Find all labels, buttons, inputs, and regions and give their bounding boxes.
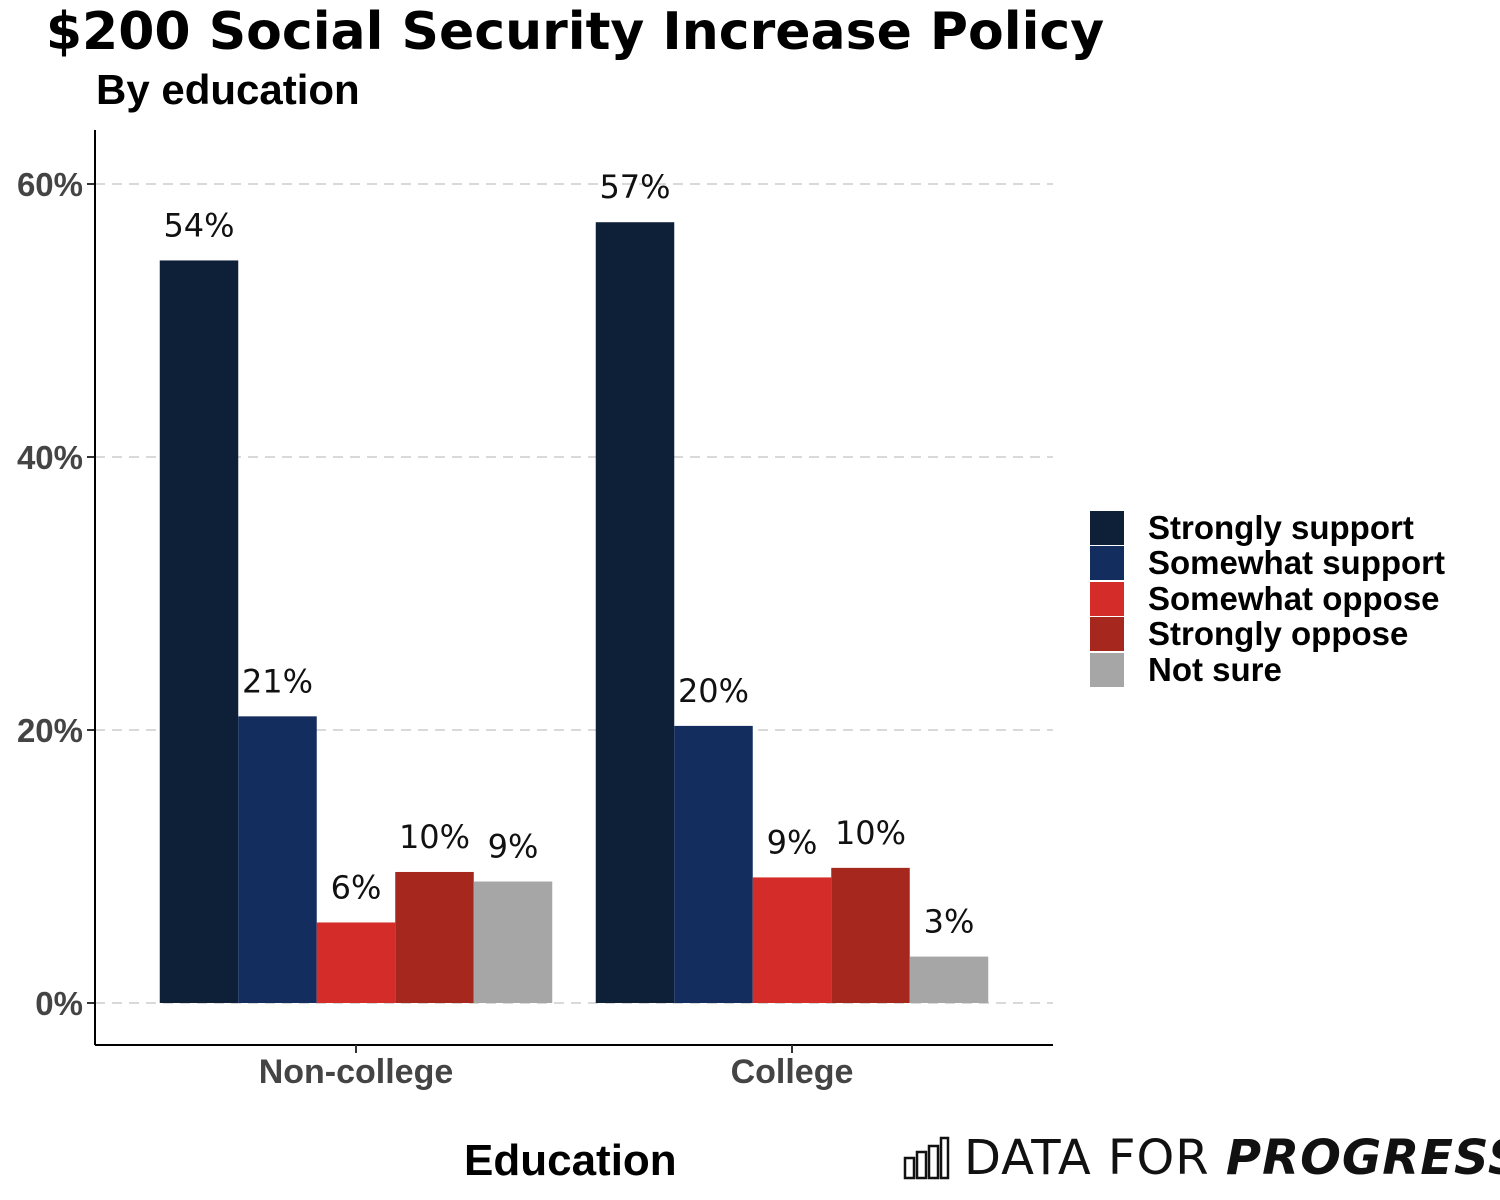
legend-swatch bbox=[1090, 652, 1124, 687]
data-for-progress-logo: DATA FOR PROGRESS bbox=[902, 1130, 1500, 1186]
legend-item: Strongly oppose bbox=[1090, 615, 1445, 653]
bar bbox=[831, 867, 910, 1003]
legend-item: Somewhat support bbox=[1090, 544, 1446, 582]
bar bbox=[909, 956, 989, 1003]
legend-item: Somewhat oppose bbox=[1090, 579, 1445, 617]
data-label: 57% bbox=[599, 168, 670, 206]
data-label: 9% bbox=[488, 828, 539, 866]
legend-swatch bbox=[1090, 546, 1124, 581]
legend-swatch bbox=[1090, 510, 1124, 545]
y-tick-label: 0% bbox=[35, 985, 83, 1022]
bar bbox=[395, 871, 474, 1003]
x-tick-label: Non-college bbox=[259, 1053, 454, 1091]
bar bbox=[238, 716, 317, 1003]
y-tick-label: 60% bbox=[17, 166, 83, 203]
legend-item: Strongly support bbox=[1090, 508, 1445, 546]
data-label: 21% bbox=[242, 662, 313, 700]
logo-text-bold: PROGRESS bbox=[1225, 1130, 1500, 1186]
data-label: 10% bbox=[835, 814, 906, 852]
legend-item: Not sure bbox=[1090, 650, 1445, 688]
legend-label: Somewhat oppose bbox=[1148, 579, 1440, 617]
legend-label: Strongly support bbox=[1148, 508, 1414, 546]
data-label: 54% bbox=[163, 206, 234, 244]
y-tick-label: 40% bbox=[17, 439, 83, 476]
y-tick-label: 20% bbox=[17, 712, 83, 749]
bar bbox=[159, 260, 239, 1003]
bar bbox=[473, 881, 553, 1003]
legend-swatch bbox=[1090, 581, 1124, 616]
legend-swatch bbox=[1090, 617, 1124, 652]
bar bbox=[316, 922, 396, 1003]
legend-label: Strongly oppose bbox=[1148, 615, 1409, 653]
bar bbox=[595, 222, 675, 1004]
bar bbox=[752, 877, 832, 1003]
x-tick-label: College bbox=[731, 1053, 854, 1091]
legend-label: Not sure bbox=[1148, 650, 1282, 688]
x-axis-label: Education bbox=[464, 1136, 677, 1185]
chart-subtitle: By education bbox=[96, 66, 360, 113]
chart-title: $200 Social Security Increase Policy bbox=[45, 2, 1105, 62]
bar bbox=[674, 725, 753, 1003]
logo-text-light: DATA FOR bbox=[964, 1130, 1226, 1186]
legend-label: Somewhat support bbox=[1148, 544, 1446, 582]
data-label: 3% bbox=[924, 903, 975, 941]
chart-legend: Strongly support Somewhat support Somewhat… bbox=[1090, 508, 1446, 688]
data-label: 6% bbox=[331, 868, 382, 906]
data-label: 10% bbox=[399, 818, 470, 856]
data-label: 9% bbox=[767, 823, 818, 861]
bar-chart-icon bbox=[903, 1136, 950, 1180]
data-label: 20% bbox=[678, 672, 749, 710]
